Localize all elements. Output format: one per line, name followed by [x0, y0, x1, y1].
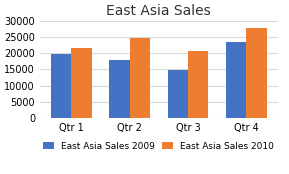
- Bar: [226, 42, 247, 118]
- Title: East Asia Sales: East Asia Sales: [106, 4, 211, 18]
- Bar: [168, 70, 188, 118]
- Bar: [71, 48, 92, 118]
- Bar: [129, 38, 150, 118]
- Bar: [51, 54, 71, 118]
- Bar: [188, 51, 208, 118]
- Bar: [247, 28, 267, 118]
- Legend: East Asia Sales 2009, East Asia Sales 2010: East Asia Sales 2009, East Asia Sales 20…: [40, 138, 278, 155]
- Bar: [109, 60, 129, 118]
